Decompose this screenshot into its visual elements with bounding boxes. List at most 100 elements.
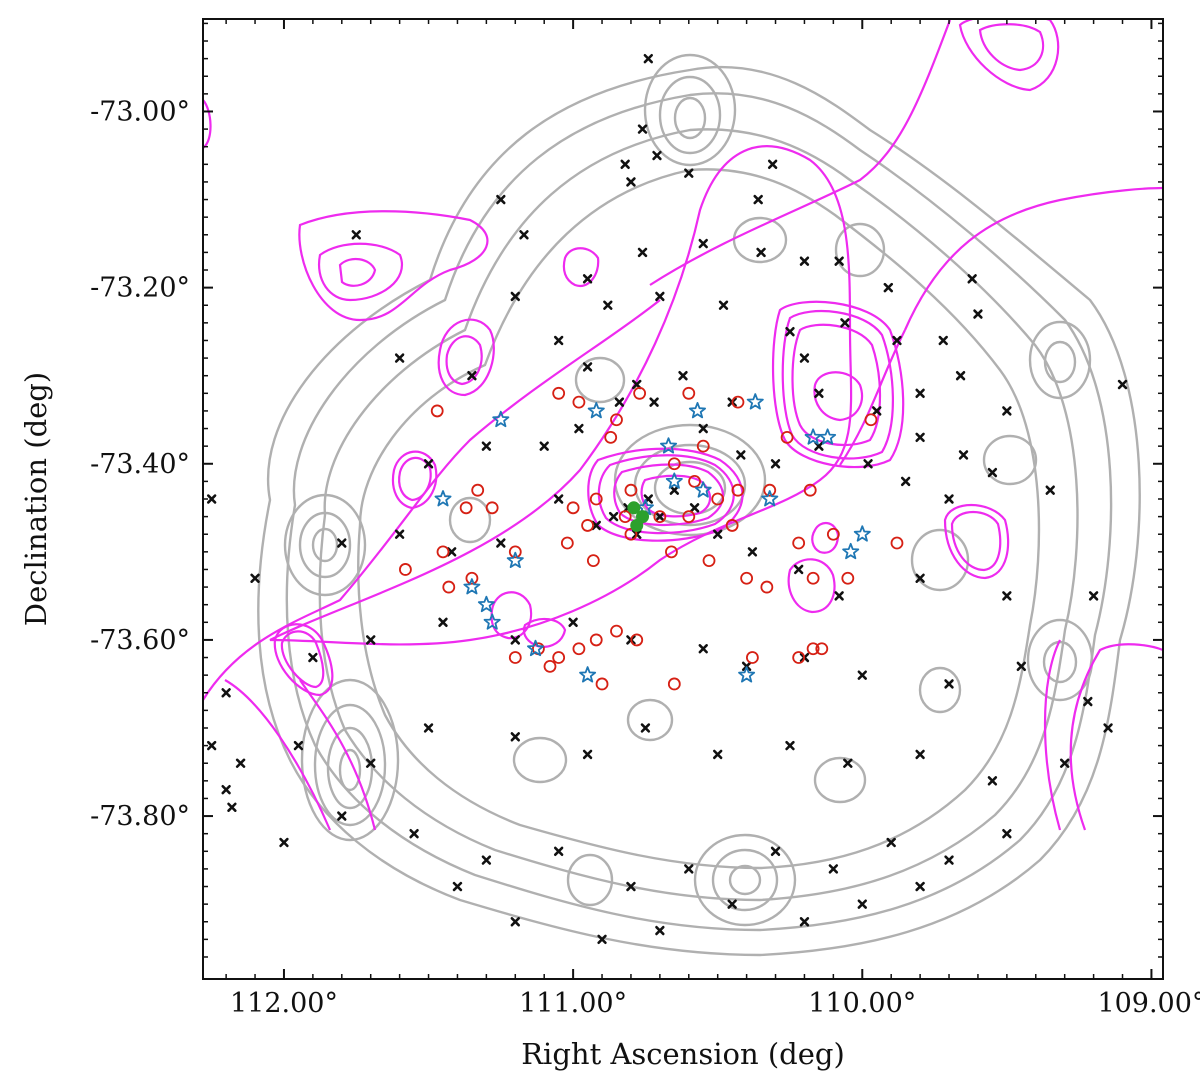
blue-star-point	[853, 525, 871, 542]
black-point	[655, 925, 665, 936]
red-circle-points	[399, 386, 904, 691]
black-point	[767, 159, 778, 170]
red-point	[471, 483, 485, 497]
black-point	[235, 758, 246, 768]
black-point	[496, 194, 506, 205]
black-point	[250, 573, 260, 583]
blue-star-point	[738, 666, 756, 683]
black-point	[496, 538, 506, 548]
black-point	[1002, 828, 1012, 839]
black-point	[614, 397, 625, 407]
black-point	[678, 370, 688, 381]
black-point	[770, 846, 781, 856]
red-point	[806, 642, 820, 656]
y-tick-label: -73.40°	[90, 449, 190, 480]
green-point	[630, 518, 644, 532]
black-point	[649, 397, 659, 407]
black-point	[799, 256, 810, 266]
black-point	[655, 511, 665, 522]
blue-star-point	[665, 472, 683, 489]
red-point	[430, 404, 444, 418]
black-point	[179, 663, 186, 670]
red-point	[826, 527, 840, 541]
blue-star-point	[804, 428, 822, 445]
black-point	[915, 881, 925, 892]
red-point	[740, 571, 754, 585]
green-center-points	[627, 501, 650, 532]
black-point	[1002, 591, 1012, 601]
red-point	[725, 519, 739, 532]
red-point	[760, 580, 774, 594]
black-point	[958, 450, 969, 460]
black-point	[944, 679, 954, 689]
black-point	[1103, 723, 1113, 733]
red-point	[702, 554, 716, 568]
black-point	[452, 881, 463, 892]
black-point	[1002, 406, 1012, 416]
black-point	[308, 652, 318, 663]
black-point	[785, 326, 795, 337]
red-point	[572, 642, 586, 656]
black-point	[409, 828, 419, 839]
black-point	[293, 740, 304, 751]
red-point	[745, 651, 759, 664]
red-point	[442, 580, 456, 594]
black-point	[1083, 696, 1093, 707]
red-point	[665, 545, 678, 559]
black-point	[582, 274, 593, 284]
black-point	[337, 538, 347, 548]
black-point	[643, 53, 654, 64]
black-point	[944, 855, 954, 865]
red-point	[731, 395, 745, 409]
black-point	[684, 168, 694, 178]
red-point	[552, 651, 566, 664]
black-point	[973, 309, 983, 319]
black-point	[828, 864, 839, 874]
y-tick-label: -73.20°	[90, 273, 190, 304]
black-point	[481, 441, 492, 451]
red-point	[792, 651, 806, 664]
red-point	[552, 386, 566, 400]
red-point	[610, 413, 623, 427]
black-point	[206, 740, 217, 751]
black-point	[637, 124, 648, 134]
red-point	[581, 519, 594, 532]
red-point	[682, 510, 696, 524]
black-point	[626, 881, 636, 892]
black-point	[915, 749, 925, 760]
black-point	[582, 362, 593, 372]
black-point	[944, 494, 954, 504]
black-point	[770, 459, 781, 469]
black-point	[799, 353, 810, 363]
red-point	[803, 483, 817, 497]
black-point	[510, 732, 520, 742]
black-point	[481, 855, 492, 865]
red-point	[595, 677, 609, 691]
black-point	[652, 150, 662, 161]
black-point	[519, 230, 529, 240]
x-tick-label: 110.00°	[808, 988, 916, 1019]
black-point	[698, 423, 708, 434]
gray-contours	[257, 53, 1141, 957]
red-point	[653, 510, 667, 524]
red-point	[572, 395, 586, 409]
black-point	[574, 423, 584, 434]
magenta-contours	[203, 19, 1163, 831]
black-point	[1016, 661, 1027, 672]
black-point	[337, 811, 347, 821]
red-point	[589, 492, 603, 506]
y-tick-label: -73.80°	[90, 801, 190, 832]
black-point	[185, 372, 192, 379]
red-point	[682, 386, 696, 400]
red-point	[586, 554, 600, 568]
blue-star-point	[587, 402, 605, 419]
red-point	[618, 510, 632, 524]
black-point	[194, 584, 201, 591]
red-point	[711, 492, 725, 506]
black-point	[892, 335, 902, 346]
y-axis: -73.00° -73.20° -73.40° -73.60° -73.80°	[90, 22, 1163, 958]
black-point	[620, 159, 630, 170]
black-point	[394, 529, 405, 539]
black-point	[872, 406, 882, 416]
black-point	[785, 740, 795, 751]
